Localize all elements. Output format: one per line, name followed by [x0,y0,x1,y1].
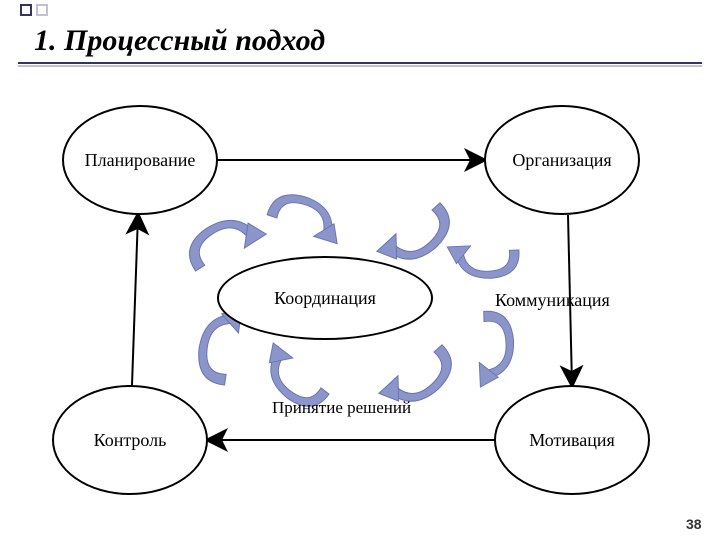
node-organization: Организация [484,105,640,215]
node-planning: Планирование [62,105,218,215]
node-control-label: Контроль [94,430,167,451]
label-communication: Коммуникация [495,290,610,311]
node-planning-label: Планирование [85,150,196,171]
header-square-1 [20,4,32,16]
page-number: 38 [686,516,702,532]
title-underline-dark [18,62,702,64]
node-coordination-label: Координация [274,288,376,309]
title-underline-light [18,65,702,67]
node-organization-label: Организация [512,150,611,171]
node-motivation: Мотивация [494,385,650,495]
label-decision: Принятие решений [272,398,411,418]
node-coordination: Координация [217,256,433,340]
page-title: 1. Процессный подход [34,24,325,58]
header-square-2 [36,4,48,16]
node-control: Контроль [52,385,208,495]
node-motivation-label: Мотивация [529,430,615,451]
